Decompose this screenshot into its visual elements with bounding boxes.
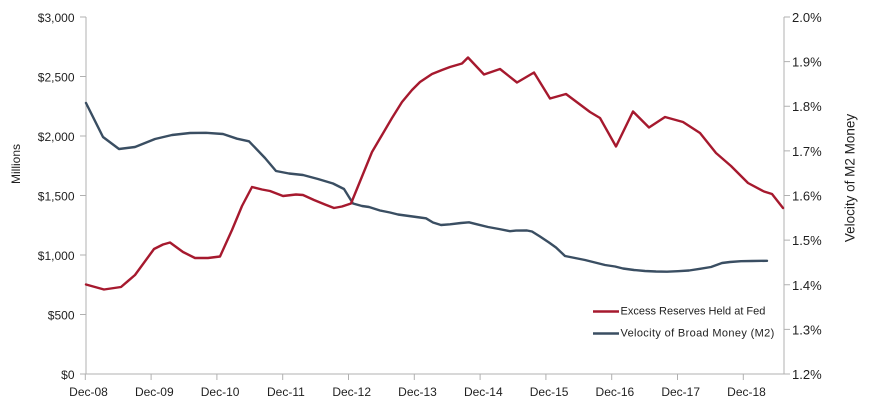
- svg-text:Dec-08: Dec-08: [69, 385, 108, 399]
- svg-text:1.8%: 1.8%: [792, 99, 822, 114]
- svg-text:Dec-18: Dec-18: [727, 385, 766, 399]
- svg-text:Velocity of Broad Money (M2): Velocity of Broad Money (M2): [621, 328, 775, 340]
- svg-text:Excess Reserves Held at Fed: Excess Reserves Held at Fed: [621, 306, 766, 318]
- svg-text:2.0%: 2.0%: [792, 10, 822, 25]
- svg-text:Velocity of M2 Money: Velocity of M2 Money: [843, 114, 858, 243]
- svg-text:1.7%: 1.7%: [792, 144, 822, 159]
- svg-text:Dec-17: Dec-17: [661, 385, 700, 399]
- svg-text:Dec-16: Dec-16: [596, 385, 635, 399]
- svg-text:Dec-15: Dec-15: [530, 385, 569, 399]
- svg-text:1.2%: 1.2%: [792, 367, 822, 382]
- svg-text:$1,500: $1,500: [38, 189, 75, 203]
- svg-text:Millions: Millions: [9, 144, 23, 184]
- svg-text:Dec-13: Dec-13: [398, 385, 437, 399]
- svg-text:$500: $500: [48, 308, 75, 322]
- svg-text:$2,000: $2,000: [38, 130, 75, 144]
- svg-text:$0: $0: [61, 368, 75, 382]
- svg-text:$2,500: $2,500: [38, 70, 75, 84]
- svg-text:Dec-12: Dec-12: [332, 385, 371, 399]
- svg-text:Dec-11: Dec-11: [267, 385, 305, 399]
- svg-text:1.3%: 1.3%: [792, 322, 822, 337]
- svg-text:1.4%: 1.4%: [792, 278, 822, 293]
- svg-text:$1,000: $1,000: [38, 249, 75, 263]
- svg-text:Dec-10: Dec-10: [201, 385, 240, 399]
- svg-text:Dec-09: Dec-09: [135, 385, 174, 399]
- svg-text:1.5%: 1.5%: [792, 233, 822, 248]
- svg-text:$3,000: $3,000: [38, 11, 75, 25]
- svg-text:Dec-14: Dec-14: [464, 385, 503, 399]
- svg-text:1.6%: 1.6%: [792, 189, 822, 204]
- svg-text:1.9%: 1.9%: [792, 55, 822, 70]
